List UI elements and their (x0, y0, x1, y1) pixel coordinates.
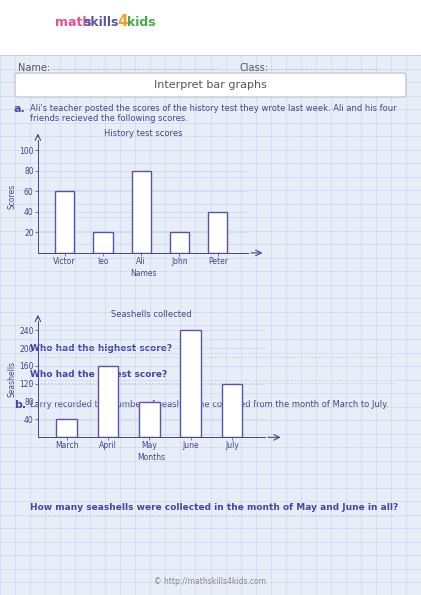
Text: Interpret bar graphs: Interpret bar graphs (154, 80, 266, 90)
Y-axis label: Scores: Scores (8, 184, 16, 209)
Title: History test scores: History test scores (104, 129, 182, 137)
Bar (181, 330, 201, 437)
Text: a.: a. (14, 104, 26, 114)
Bar (55, 191, 74, 253)
X-axis label: Months: Months (138, 453, 165, 462)
Text: Who had the highest score?: Who had the highest score? (30, 344, 172, 353)
Text: skills: skills (83, 15, 118, 29)
Title: Seashells collected: Seashells collected (111, 310, 192, 319)
Text: 4: 4 (117, 14, 128, 30)
Bar (139, 402, 160, 437)
Text: Who had the lowest score?: Who had the lowest score? (30, 370, 167, 379)
Text: Ali's teacher posted the scores of the history test they wrote last week. Ali an: Ali's teacher posted the scores of the h… (30, 104, 397, 113)
Bar (208, 212, 227, 253)
Text: math: math (55, 15, 91, 29)
Text: b.: b. (14, 400, 26, 410)
X-axis label: Names: Names (130, 269, 156, 278)
Text: Class:: Class: (240, 63, 269, 73)
Y-axis label: Seashells: Seashells (8, 361, 16, 397)
Bar (132, 171, 151, 253)
Bar (93, 232, 112, 253)
Bar (98, 366, 118, 437)
Text: kids: kids (127, 15, 156, 29)
Bar (0, 0, 421, 55)
Text: Name:: Name: (18, 63, 50, 73)
Text: Larry recorded the number of seashells he collected from the month of March to J: Larry recorded the number of seashells h… (30, 400, 389, 409)
Bar (222, 384, 242, 437)
Bar (170, 232, 189, 253)
Text: How many seashells were collected in the month of May and June in all?: How many seashells were collected in the… (30, 503, 398, 512)
Bar (56, 419, 77, 437)
FancyBboxPatch shape (15, 73, 406, 97)
Text: © http://mathskills4kids.com: © http://mathskills4kids.com (154, 578, 266, 587)
Text: friends recieved the following scores.: friends recieved the following scores. (30, 114, 188, 123)
